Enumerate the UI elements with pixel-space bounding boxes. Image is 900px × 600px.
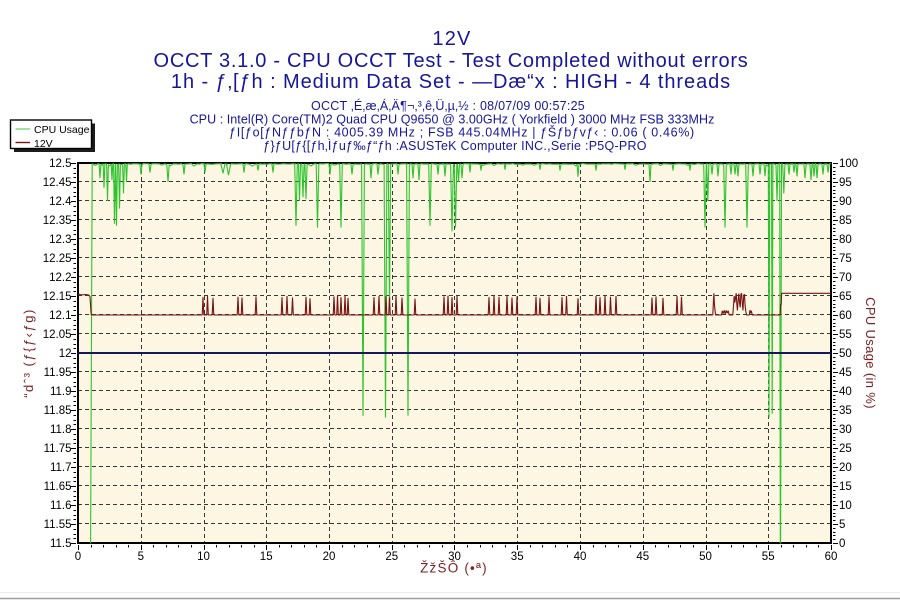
svg-text:OCCT ‚É‚æ‚Á‚Ä¶¬‚³‚ê‚Ü‚µ‚½ : 08: OCCT ‚É‚æ‚Á‚Ä¶¬‚³‚ê‚Ü‚µ‚½ : 08/07/09 00:… [311, 98, 585, 113]
svg-text:40: 40 [574, 551, 587, 563]
svg-text:25: 25 [839, 443, 852, 455]
svg-text:30: 30 [839, 424, 852, 436]
svg-text:0: 0 [75, 551, 81, 563]
svg-text:40: 40 [839, 386, 852, 398]
svg-text:15: 15 [839, 481, 852, 493]
svg-text:0: 0 [839, 538, 845, 550]
svg-text:95: 95 [839, 177, 852, 189]
svg-text:45: 45 [839, 367, 852, 379]
svg-text:12.2: 12.2 [49, 272, 71, 284]
svg-text:12.1: 12.1 [49, 310, 71, 322]
svg-text:11.65: 11.65 [44, 481, 72, 493]
svg-text:20: 20 [839, 462, 852, 474]
svg-text:11.6: 11.6 [50, 500, 72, 512]
svg-text:12.25: 12.25 [43, 253, 72, 265]
svg-text:11.95: 11.95 [44, 367, 72, 379]
svg-text:1h - ƒ‚[ƒh : Medium Data Set -: 1h - ƒ‚[ƒh : Medium Data Set - —Dæ“x : H… [171, 71, 731, 93]
svg-text:5: 5 [138, 551, 144, 563]
svg-text:11.55: 11.55 [44, 519, 72, 531]
svg-text:CPU Usage: CPU Usage [34, 124, 90, 136]
svg-text:70: 70 [839, 272, 852, 284]
svg-text:50: 50 [699, 551, 712, 563]
svg-text:12.35: 12.35 [43, 215, 72, 227]
svg-text:CPU : Intel(R) Core(TM)2 Quad: CPU : Intel(R) Core(TM)2 Quad CPU Q9650 … [190, 112, 715, 126]
svg-text:ƒ}ƒU[ƒ{[ƒh‚Ìƒuƒ‰ƒ“ƒh :ASUSTeK: ƒ}ƒU[ƒ{[ƒh‚Ìƒuƒ‰ƒ“ƒh :ASUSTeK Computer I… [263, 138, 646, 153]
svg-text:60: 60 [825, 551, 838, 563]
svg-text:85: 85 [839, 215, 852, 227]
svg-text:ƒI[ƒo[ƒNƒƒbƒN : 4005.39 MHz ;: ƒI[ƒo[ƒNƒƒbƒN : 4005.39 MHz ; FSB 445.04… [229, 125, 695, 140]
svg-text:55: 55 [839, 329, 852, 341]
svg-text:30: 30 [448, 551, 461, 563]
svg-text:12.45: 12.45 [43, 177, 72, 189]
svg-text:35: 35 [839, 405, 852, 417]
svg-text:11.9: 11.9 [50, 386, 72, 398]
svg-text:11.8: 11.8 [50, 424, 72, 436]
svg-text:12V: 12V [34, 138, 53, 150]
svg-text:75: 75 [839, 253, 852, 265]
svg-text:90: 90 [839, 196, 852, 208]
svg-text:CPU Usage (in %): CPU Usage (in %) [863, 297, 878, 409]
svg-text:12: 12 [59, 348, 72, 360]
svg-text:10: 10 [839, 500, 852, 512]
svg-text:25: 25 [385, 551, 398, 563]
svg-text:12.3: 12.3 [49, 234, 71, 246]
svg-text:35: 35 [511, 551, 524, 563]
svg-text:11.7: 11.7 [50, 462, 72, 474]
svg-text:100: 100 [839, 158, 858, 170]
svg-text:20: 20 [323, 551, 336, 563]
svg-text:55: 55 [762, 551, 775, 563]
svg-text:80: 80 [839, 234, 852, 246]
svg-text:65: 65 [839, 291, 852, 303]
svg-text:11.5: 11.5 [50, 538, 72, 550]
svg-text:10: 10 [197, 551, 210, 563]
svg-text:11.85: 11.85 [44, 405, 72, 417]
svg-text:11.75: 11.75 [44, 443, 72, 455]
svg-text:12.05: 12.05 [43, 329, 72, 341]
svg-text:45: 45 [636, 551, 649, 563]
svg-text:12.15: 12.15 [43, 291, 72, 303]
svg-text:5: 5 [839, 519, 845, 531]
svg-text:12.4: 12.4 [49, 196, 72, 208]
svg-text:12.5: 12.5 [49, 158, 71, 170]
svg-text:50: 50 [839, 348, 852, 360]
svg-text:15: 15 [260, 551, 273, 563]
svg-text:OCCT 3.1.0 - CPU OCCT Test - T: OCCT 3.1.0 - CPU OCCT Test - Test Comple… [154, 50, 749, 72]
svg-text:12V: 12V [432, 28, 471, 50]
svg-text:ŽžŠÔ (•ª): ŽžŠÔ (•ª) [420, 561, 488, 576]
svg-text:60: 60 [839, 310, 852, 322]
svg-text:“dˆ³ (ƒ{ƒ‹ƒg): “dˆ³ (ƒ{ƒ‹ƒg) [21, 308, 36, 398]
